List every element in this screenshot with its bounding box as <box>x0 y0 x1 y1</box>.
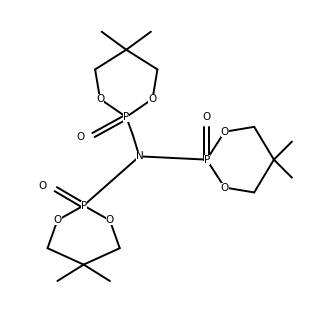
Text: O: O <box>53 215 62 225</box>
Text: O: O <box>96 94 104 104</box>
Text: O: O <box>38 181 47 191</box>
Text: O: O <box>148 94 157 104</box>
Text: O: O <box>106 215 114 225</box>
Text: P: P <box>123 112 130 122</box>
Text: O: O <box>220 127 229 137</box>
Text: O: O <box>76 132 85 142</box>
Text: O: O <box>220 183 229 192</box>
Text: N: N <box>135 151 143 161</box>
Text: P: P <box>203 155 210 165</box>
Text: O: O <box>202 112 211 122</box>
Text: P: P <box>80 201 87 210</box>
